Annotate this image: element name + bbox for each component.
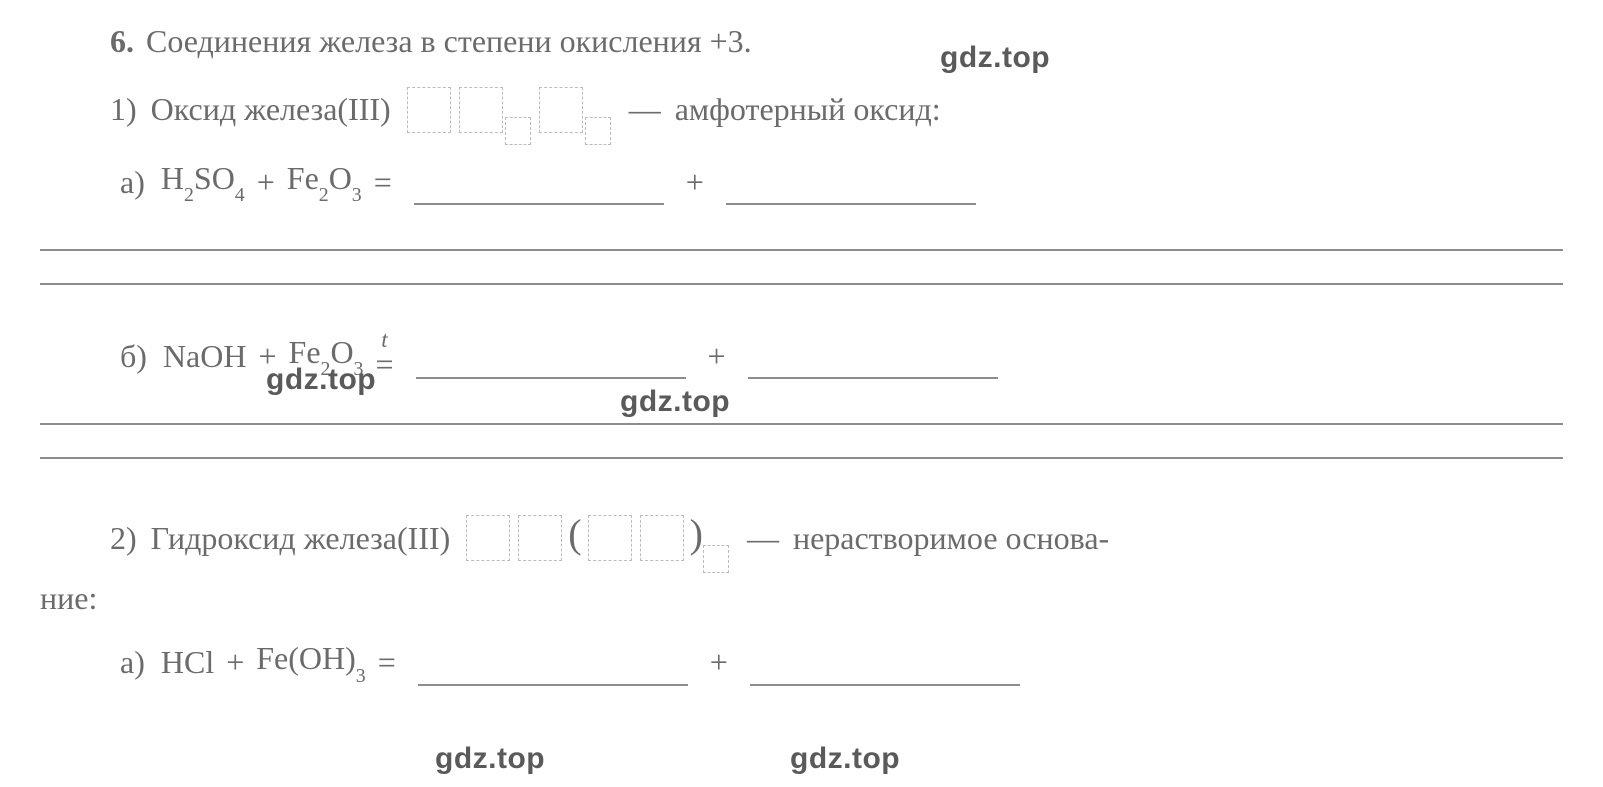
formula-fe2o3: Fe2O3 xyxy=(287,155,362,205)
subitem-marker: б) xyxy=(120,333,147,379)
plus-sign: + xyxy=(226,639,244,685)
answer-blank[interactable] xyxy=(418,652,688,686)
equals-with-t: t = xyxy=(375,331,393,379)
item-2-trail-part2: ние: xyxy=(40,575,97,621)
formula-box-subscript[interactable] xyxy=(585,117,611,145)
question-number: 6. xyxy=(110,18,134,64)
item-1-trail: амфотерный оксид: xyxy=(675,86,941,132)
formula-box[interactable] xyxy=(588,515,632,561)
item-2-lead: Гидроксид железа(III) xyxy=(151,515,451,561)
formula-naoh: NaOH xyxy=(163,333,247,379)
item-1-line: 1) Оксид железа(III) — амфотерный оксид: xyxy=(40,86,1563,132)
plus-sign: + xyxy=(257,159,275,205)
equals-sign: = xyxy=(375,350,393,379)
horizontal-rule xyxy=(40,249,1563,251)
em-dash: — xyxy=(747,515,779,561)
answer-blank[interactable] xyxy=(416,345,686,379)
formula-box[interactable] xyxy=(518,515,562,561)
watermark-text: gdz.top xyxy=(790,737,900,781)
watermark-text: gdz.top xyxy=(435,737,545,781)
item-1-lead: Оксид железа(III) xyxy=(151,86,391,132)
open-paren: ( xyxy=(568,505,581,563)
horizontal-rule xyxy=(40,283,1563,285)
horizontal-rule xyxy=(40,457,1563,459)
formula-box[interactable] xyxy=(466,515,510,561)
answer-blank[interactable] xyxy=(748,345,998,379)
plus-sign: + xyxy=(686,159,704,205)
equals-sign: = xyxy=(378,639,396,685)
item-2a-line: а) HCl + Fe(OH)3 = + xyxy=(40,635,1563,685)
answer-blank[interactable] xyxy=(414,171,664,205)
subitem-marker: а) xyxy=(120,639,145,685)
formula-box-subscript[interactable] xyxy=(505,117,531,145)
formula-box[interactable] xyxy=(539,87,583,133)
plus-sign: + xyxy=(710,639,728,685)
watermark-text: gdz.top xyxy=(266,358,376,402)
plus-sign: + xyxy=(708,333,726,379)
page: 6. Соединения железа в степени окисления… xyxy=(0,0,1603,787)
answer-blank[interactable] xyxy=(750,652,1020,686)
subitem-marker: а) xyxy=(120,159,145,205)
watermark-text: gdz.top xyxy=(940,36,1050,80)
formula-feoh3: Fe(OH)3 xyxy=(256,635,365,685)
answer-blank[interactable] xyxy=(726,171,976,205)
em-dash: — xyxy=(629,86,661,132)
watermark-text: gdz.top xyxy=(620,380,730,424)
formula-box-subscript[interactable] xyxy=(703,545,729,573)
item-2-trail-part1: нерастворимое основа- xyxy=(793,515,1109,561)
formula-box[interactable] xyxy=(459,87,503,133)
question-heading-line: 6. Соединения железа в степени окисления… xyxy=(40,18,1563,64)
item-1-marker: 1) xyxy=(110,86,137,132)
item-2-marker: 2) xyxy=(110,515,137,561)
formula-h2so4: H2SO4 xyxy=(161,155,245,205)
item-1a-line: а) H2SO4 + Fe2O3 = + xyxy=(40,155,1563,205)
formula-hcl: HCl xyxy=(161,639,214,685)
item-2-line2: ние: xyxy=(40,575,1563,621)
close-paren: ) xyxy=(690,505,703,563)
horizontal-rule xyxy=(40,423,1563,425)
question-title: Соединения железа в степени окисления +3… xyxy=(146,18,752,64)
item-2-line1: 2) Гидроксид железа(III) ( ) — нераствор… xyxy=(40,503,1563,561)
formula-box[interactable] xyxy=(407,87,451,133)
formula-box[interactable] xyxy=(640,515,684,561)
equals-sign: = xyxy=(374,159,392,205)
